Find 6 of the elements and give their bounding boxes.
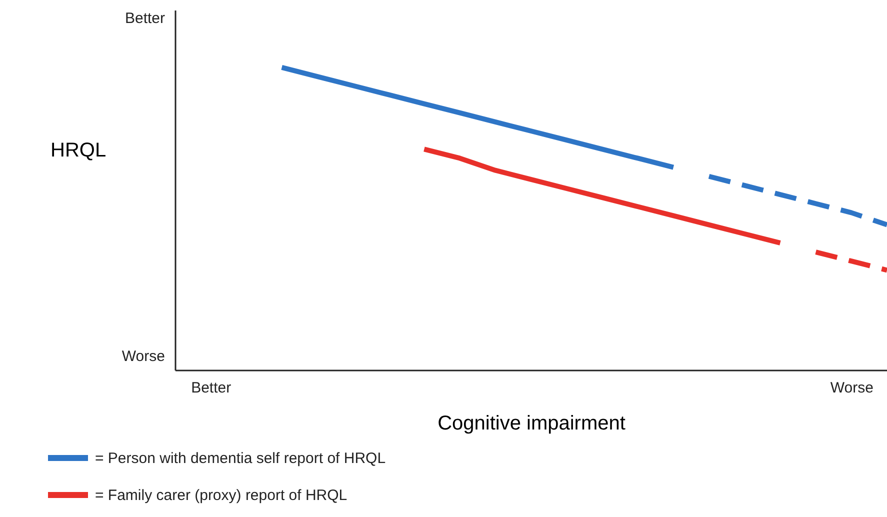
y-axis-title: HRQL	[50, 140, 106, 162]
legend-label: = Person with dementia self report of HRQL	[95, 450, 386, 467]
text: Better	[124, 10, 165, 27]
legend-label: = Family carer (proxy) report of HRQL	[95, 487, 348, 504]
x-axis-title: Cognitive impairment	[438, 412, 626, 434]
text: Worse	[122, 348, 165, 365]
